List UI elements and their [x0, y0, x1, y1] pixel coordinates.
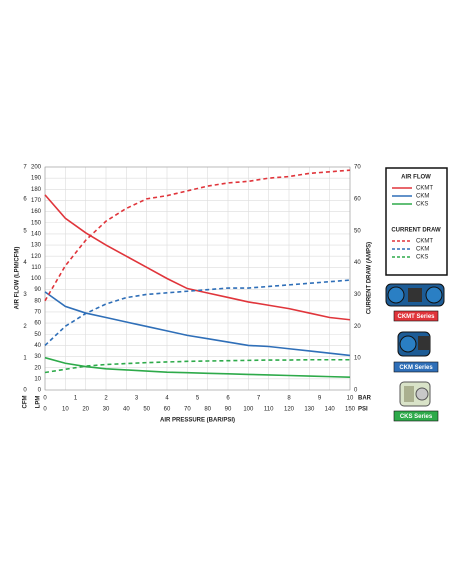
- y2-tick-label: 40: [354, 260, 361, 266]
- x-tick-label: 70: [184, 407, 191, 413]
- legend-label: CKS: [416, 255, 428, 261]
- x-tick-label: 140: [325, 407, 336, 413]
- legend-title: AIR FLOW: [401, 175, 431, 181]
- x-unit: PSI: [358, 407, 368, 413]
- y-tick-label: 0: [38, 388, 42, 394]
- y2-tick-label: 70: [354, 165, 361, 171]
- y-tick-label: 180: [31, 187, 42, 193]
- y-tick-label: 70: [34, 310, 41, 316]
- x2-tick-label: 1: [74, 396, 78, 402]
- y2-tick-label: 20: [354, 324, 361, 330]
- x-axis-title: AIR PRESSURE (BAR/PSI): [160, 418, 235, 424]
- plot-frame: [44, 166, 351, 391]
- series-badge: [393, 310, 439, 322]
- x-tick-label: 90: [225, 407, 232, 413]
- product-ckm: [397, 331, 431, 357]
- series-badge-label: CKMT Series: [397, 314, 435, 320]
- y-tick-label: 170: [31, 198, 42, 204]
- y3-tick-label: 5: [23, 228, 27, 234]
- x-tick-label: 30: [103, 407, 110, 413]
- product-cks: [399, 381, 431, 407]
- x-tick-label: 100: [243, 407, 254, 413]
- x-tick-label: 130: [304, 407, 315, 413]
- y-tick-label: 100: [31, 276, 42, 282]
- y3-tick-label: 6: [23, 196, 27, 202]
- x2-tick-label: 10: [347, 396, 354, 402]
- y-tick-label: 80: [34, 298, 41, 304]
- y-tick-label: 50: [34, 332, 41, 338]
- series-line: [44, 194, 351, 321]
- legend-label: CKMT: [416, 239, 433, 245]
- y2-tick-label: 0: [354, 388, 358, 394]
- y3-tick-label: 1: [23, 356, 27, 362]
- legend-box: [385, 167, 448, 276]
- y3-unit: CFM: [23, 396, 29, 409]
- y-tick-label: 190: [31, 176, 42, 182]
- y-tick-label: 90: [34, 287, 41, 293]
- y-tick-label: 150: [31, 220, 42, 226]
- x-tick-label: 80: [204, 407, 211, 413]
- x2-tick-label: 9: [318, 396, 322, 402]
- y-tick-label: 140: [31, 231, 42, 237]
- series-line: [44, 356, 351, 378]
- y-tick-label: 30: [34, 354, 41, 360]
- y-tick-label: 130: [31, 243, 42, 249]
- y2-axis-title: CURRENT DRAW (AMPS): [367, 242, 373, 314]
- series-line: [44, 358, 350, 374]
- legend-label: CKMT: [416, 186, 433, 192]
- y2-tick-label: 30: [354, 292, 361, 298]
- x2-tick-label: 7: [257, 396, 261, 402]
- series-badge: [393, 361, 439, 373]
- x2-unit: BAR: [358, 396, 372, 402]
- series-badge-label: CKS Series: [400, 414, 433, 420]
- series-badge: [393, 410, 439, 422]
- x-tick-label: 60: [164, 407, 171, 413]
- y2-tick-label: 50: [354, 228, 361, 234]
- x-tick-label: 10: [62, 407, 69, 413]
- x2-tick-label: 0: [43, 396, 47, 402]
- y3-tick-label: 7: [23, 165, 27, 171]
- x-tick-label: 40: [123, 407, 130, 413]
- x2-tick-label: 3: [135, 396, 139, 402]
- y-tick-label: 120: [31, 254, 42, 260]
- y2-tick-label: 60: [354, 196, 361, 202]
- y-tick-label: 10: [34, 376, 41, 382]
- legend-title: CURRENT DRAW: [391, 228, 441, 234]
- y3-tick-label: 4: [23, 260, 27, 266]
- x2-tick-label: 4: [165, 396, 169, 402]
- legend-label: CKM: [416, 247, 429, 253]
- y3-tick-label: 3: [23, 292, 27, 298]
- series-line: [44, 279, 351, 346]
- y-tick-label: 40: [34, 343, 41, 349]
- y-tick-label: 60: [34, 321, 41, 327]
- legend-label: CKM: [416, 194, 429, 200]
- series-line: [44, 169, 351, 302]
- x-tick-label: 150: [345, 407, 356, 413]
- y3-tick-label: 2: [23, 324, 27, 330]
- y-tick-label: 110: [31, 265, 41, 271]
- x2-tick-label: 2: [104, 396, 108, 402]
- x-tick-label: 20: [82, 407, 89, 413]
- x-tick-label: 110: [264, 407, 274, 413]
- y3-tick-label: 0: [23, 388, 27, 394]
- series-line: [44, 291, 351, 357]
- x-tick-label: 50: [143, 407, 150, 413]
- series-badge-label: CKM Series: [399, 365, 433, 371]
- x-tick-label: 0: [43, 407, 47, 413]
- product-ckmt: [385, 283, 445, 307]
- y-unit: LPM: [36, 396, 42, 409]
- y2-tick-label: 10: [354, 356, 361, 362]
- legend-label: CKS: [416, 202, 428, 208]
- y-axis-title: AIR FLOW (LPM/CFM): [15, 247, 21, 310]
- y-tick-label: 200: [31, 165, 42, 171]
- x2-tick-label: 6: [226, 396, 230, 402]
- x-tick-label: 120: [284, 407, 295, 413]
- y-tick-label: 20: [34, 365, 41, 371]
- x2-tick-label: 5: [196, 396, 200, 402]
- y-tick-label: 160: [31, 209, 42, 215]
- x2-tick-label: 8: [287, 396, 291, 402]
